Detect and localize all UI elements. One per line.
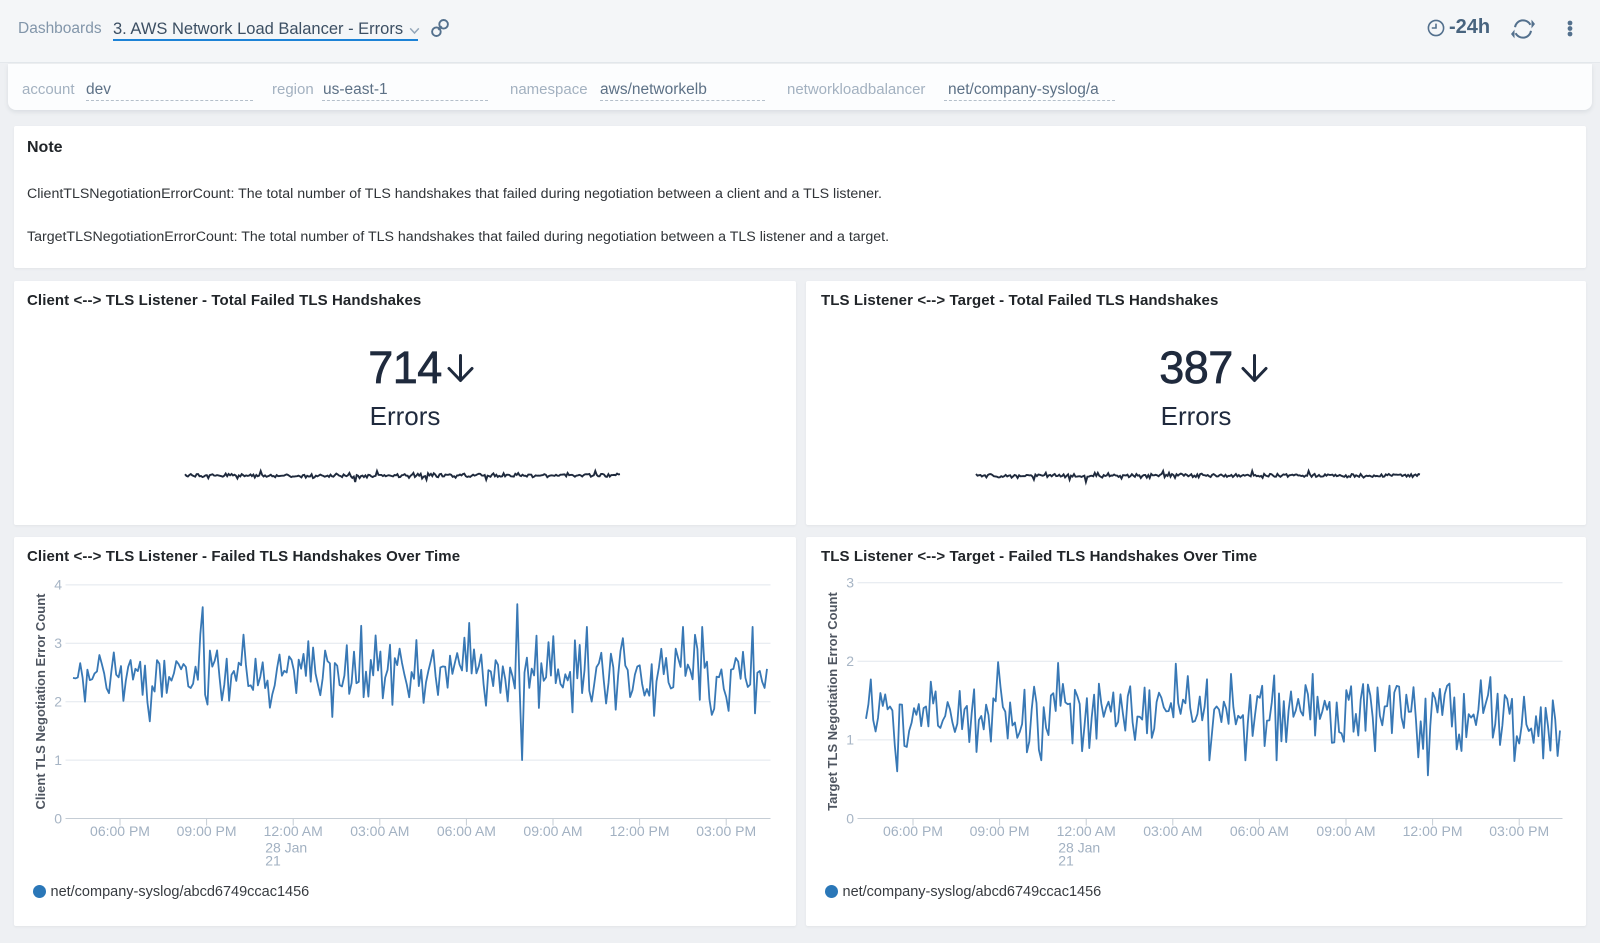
svg-text:2: 2 (846, 653, 854, 669)
svg-text:2: 2 (54, 694, 62, 710)
svg-text:06:00 AM: 06:00 AM (437, 823, 496, 839)
svg-text:3: 3 (54, 635, 62, 651)
svg-text:03:00 AM: 03:00 AM (1143, 823, 1202, 839)
svg-text:06:00 PM: 06:00 PM (883, 823, 943, 839)
svg-text:0: 0 (846, 810, 854, 826)
svg-text:03:00 AM: 03:00 AM (350, 823, 409, 839)
svg-text:09:00 PM: 09:00 PM (177, 823, 237, 839)
svg-text:1: 1 (54, 752, 62, 768)
svg-text:03:00 PM: 03:00 PM (696, 823, 756, 839)
svg-text:4: 4 (54, 577, 62, 593)
svg-text:28 Jan: 28 Jan (265, 840, 307, 856)
svg-text:3: 3 (846, 575, 854, 591)
svg-text:21: 21 (265, 853, 281, 869)
svg-text:Client TLS Negotiation Error C: Client TLS Negotiation Error Count (33, 593, 48, 810)
svg-text:12:00 PM: 12:00 PM (610, 823, 670, 839)
svg-text:12:00 PM: 12:00 PM (1403, 823, 1463, 839)
svg-text:0: 0 (54, 810, 62, 826)
svg-text:21: 21 (1058, 853, 1074, 869)
svg-text:09:00 AM: 09:00 AM (1316, 823, 1375, 839)
svg-text:09:00 AM: 09:00 AM (523, 823, 582, 839)
svg-text:12:00 AM: 12:00 AM (1057, 823, 1116, 839)
svg-text:06:00 AM: 06:00 AM (1230, 823, 1289, 839)
svg-text:06:00 PM: 06:00 PM (90, 823, 150, 839)
svg-text:Target TLS Negotiation Error C: Target TLS Negotiation Error Count (825, 592, 840, 811)
svg-text:03:00 PM: 03:00 PM (1489, 823, 1549, 839)
svg-text:12:00 AM: 12:00 AM (264, 823, 323, 839)
svg-text:09:00 PM: 09:00 PM (970, 823, 1030, 839)
svg-text:28 Jan: 28 Jan (1058, 840, 1100, 856)
svg-text:1: 1 (846, 732, 854, 748)
